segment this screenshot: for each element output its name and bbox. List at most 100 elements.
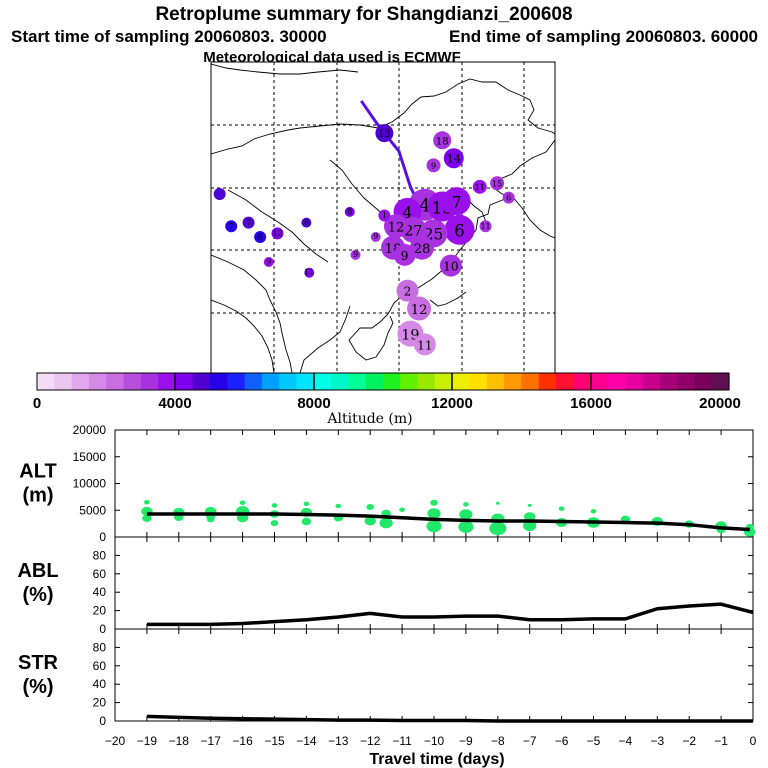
colorbar-cell <box>521 373 540 390</box>
colorbar-cell <box>279 373 298 390</box>
colorbar-cell <box>106 373 125 390</box>
colorbar-cell <box>417 373 436 390</box>
altitude-particle <box>335 503 342 509</box>
colorbar-cell <box>452 373 471 390</box>
y-tick-label: 10000 <box>73 477 107 491</box>
colorbar-cell <box>659 373 678 390</box>
x-tick-label: −5 <box>587 734 601 748</box>
particle-label: 27 <box>404 224 422 240</box>
colorbar-cell <box>54 373 73 390</box>
colorbar-cell <box>348 373 367 390</box>
altitude-particle <box>399 507 405 512</box>
y-tick-label: 15000 <box>73 450 107 464</box>
altitude-particle <box>303 501 310 507</box>
panel-label: ALT <box>19 461 56 483</box>
particle-cluster <box>344 206 355 217</box>
colorbar-cell <box>590 373 609 390</box>
altitude-colorbar: 0 4000 8000 12000 16000 20000 Altitude (… <box>33 372 741 427</box>
particle-cluster <box>242 216 255 229</box>
colorbar-cell <box>625 373 644 390</box>
y-tick-label: 60 <box>93 659 107 673</box>
altitude-particle <box>239 500 246 506</box>
altitude-particle <box>463 502 469 507</box>
colorbar-cell <box>88 373 107 390</box>
particle-cluster <box>444 214 475 245</box>
end-time-text: End time of sampling 20060803. 60000 <box>449 27 758 46</box>
y-tick-label: 20 <box>93 696 107 710</box>
panel-label: (%) <box>22 584 53 606</box>
colorbar-dividers <box>174 373 592 390</box>
particle-cluster <box>502 191 515 204</box>
x-axis-label: Travel time (days) <box>369 751 504 768</box>
colorbar-cell <box>538 373 557 390</box>
particle-label: 1 <box>382 211 387 220</box>
particle-label: 19 <box>401 327 419 343</box>
particle-label: 7 <box>452 193 462 211</box>
particle-label: 6 <box>454 222 465 241</box>
colorbar-tick-8000: 8000 <box>297 395 330 412</box>
particle-cluster <box>433 131 452 150</box>
particle-cluster <box>426 158 441 173</box>
x-tick-label: −7 <box>523 734 537 748</box>
particle-label: 9 <box>401 249 409 263</box>
y-tick-label: 60 <box>93 567 107 581</box>
panel-abl: 0 20 40 60 80 ABL(%) <box>17 536 754 636</box>
particle-label: 4 <box>419 197 430 217</box>
colorbar-cell <box>434 373 453 390</box>
particle-label: 11 <box>480 222 490 231</box>
colorbar-cell <box>711 373 730 390</box>
particle-label: 9 <box>373 232 378 241</box>
particle-cluster <box>442 187 471 216</box>
altitude-particle <box>459 509 473 520</box>
altitude-particle <box>527 503 532 507</box>
altitude-particle <box>301 517 312 526</box>
colorbar-cell <box>261 373 280 390</box>
series-line <box>146 602 754 627</box>
altitude-particle <box>271 503 278 508</box>
colorbar-cell <box>486 373 505 390</box>
altitude-particle <box>144 499 150 505</box>
altitude-particle <box>366 504 375 511</box>
particle-label: 14 <box>447 153 461 166</box>
y-tick-label: 20 <box>93 604 107 618</box>
altitude-particle <box>458 520 474 533</box>
panel-label: (m) <box>22 485 53 507</box>
chart-title: Retroplume summary for Shangdianzi_20060… <box>155 4 572 25</box>
map-gridlines <box>211 62 555 373</box>
altitude-particle <box>270 520 279 527</box>
particle-label: 6 <box>506 193 511 202</box>
particle-label: 8 <box>258 233 263 242</box>
colorbar-cell <box>400 373 419 390</box>
particle-cluster <box>472 179 487 194</box>
colorbar-cell <box>694 373 713 390</box>
x-tick-label: −19 <box>137 734 158 748</box>
x-tick-label: −15 <box>264 734 285 748</box>
x-tick-label: −6 <box>555 734 569 748</box>
panel-frame <box>114 628 754 722</box>
colorbar-tick-16000: 16000 <box>570 395 612 412</box>
start-time-text: Start time of sampling 20060803. 30000 <box>11 27 327 46</box>
x-tick-label: −10 <box>424 734 445 748</box>
altitude-particle <box>364 516 376 526</box>
particle-cluster <box>383 214 408 239</box>
altitude-particle <box>524 512 536 522</box>
colorbar-tick-20000: 20000 <box>699 395 741 412</box>
x-tick-label: −17 <box>201 734 222 748</box>
particle-label: 12 <box>272 229 282 238</box>
colorbar-cell <box>210 373 228 390</box>
x-tick-label: −8 <box>491 734 505 748</box>
particle-cluster <box>254 230 267 243</box>
colorbar-cell <box>227 373 246 390</box>
particle-label: 15 <box>492 179 502 188</box>
colorbar-cell <box>331 373 349 390</box>
particle-label: 2 <box>404 285 412 299</box>
particle-cluster <box>304 267 315 278</box>
colorbar-tick-12000: 12000 <box>431 395 473 412</box>
particle-label: 8 <box>304 218 309 227</box>
map-coastlines-borders <box>211 63 555 373</box>
particle-label: 13 <box>378 129 391 140</box>
colorbar-label: Altitude (m) <box>326 411 412 427</box>
colorbar-cell <box>175 373 194 390</box>
